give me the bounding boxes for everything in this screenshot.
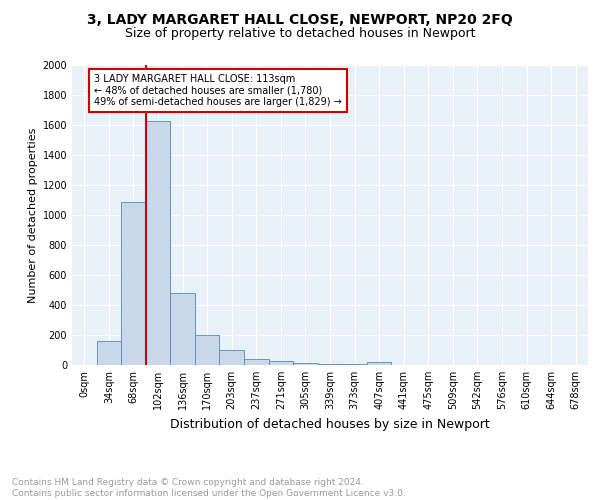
Bar: [146, 120, 170, 365]
Bar: [342, 364, 367, 365]
Bar: [269, 361, 293, 365]
X-axis label: Distribution of detached houses by size in Newport: Distribution of detached houses by size …: [170, 418, 490, 430]
Text: 3 LADY MARGARET HALL CLOSE: 113sqm
← 48% of detached houses are smaller (1,780)
: 3 LADY MARGARET HALL CLOSE: 113sqm ← 48%…: [94, 74, 342, 107]
Bar: [318, 364, 342, 365]
Bar: [220, 350, 244, 365]
Bar: [244, 359, 269, 365]
Bar: [367, 362, 391, 365]
Bar: [195, 335, 220, 365]
Bar: [293, 363, 318, 365]
Text: 3, LADY MARGARET HALL CLOSE, NEWPORT, NP20 2FQ: 3, LADY MARGARET HALL CLOSE, NEWPORT, NP…: [87, 12, 513, 26]
Y-axis label: Number of detached properties: Number of detached properties: [28, 128, 38, 302]
Bar: [170, 293, 195, 365]
Text: Contains HM Land Registry data © Crown copyright and database right 2024.
Contai: Contains HM Land Registry data © Crown c…: [12, 478, 406, 498]
Bar: [121, 202, 146, 365]
Bar: [97, 340, 121, 365]
Text: Size of property relative to detached houses in Newport: Size of property relative to detached ho…: [125, 28, 475, 40]
